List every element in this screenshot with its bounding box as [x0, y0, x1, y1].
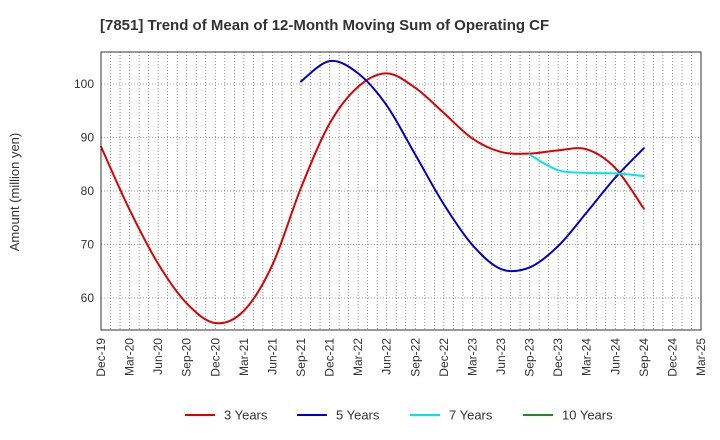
y-tick-label: 70 — [81, 237, 95, 251]
x-tick-label: Sep-20 — [180, 338, 194, 377]
series-layer — [100, 59, 645, 325]
y-axis-ticks: 60 70 80 90 100 — [74, 77, 94, 305]
legend-label: 7 Years — [449, 408, 493, 423]
legend-label: 10 Years — [562, 408, 613, 423]
x-tick-label: Dec-23 — [551, 338, 565, 377]
y-tick-label: 60 — [81, 291, 95, 305]
x-tick-label: Sep-24 — [637, 338, 651, 377]
grid-lines — [101, 52, 701, 330]
x-tick-label: Sep-22 — [408, 338, 422, 377]
x-tick-label: Dec-22 — [437, 338, 451, 377]
x-tick-label: Mar-20 — [123, 338, 137, 376]
x-tick-label: Mar-21 — [237, 338, 251, 376]
x-tick-label: Mar-25 — [694, 338, 708, 376]
x-tick-label: Jun-21 — [265, 338, 279, 375]
legend-item-5-years[interactable]: 5 Years — [297, 408, 380, 423]
y-tick-label: 100 — [74, 77, 94, 91]
x-tick-label: Dec-21 — [323, 338, 337, 377]
x-tick-label: Jun-24 — [608, 338, 622, 375]
chart-title: [7851] Trend of Mean of 12-Month Moving … — [100, 17, 549, 34]
y-tick-label: 80 — [81, 184, 95, 198]
series-line-5-years — [300, 59, 645, 273]
x-tick-label: Dec-24 — [665, 338, 679, 377]
legend-item-3-years[interactable]: 3 Years — [185, 408, 268, 423]
x-tick-label: Mar-22 — [351, 338, 365, 376]
legend-label: 3 Years — [224, 408, 268, 423]
legend-item-7-years[interactable]: 7 Years — [410, 408, 493, 423]
series-line-3-years — [100, 72, 645, 325]
x-tick-label: Sep-21 — [294, 338, 308, 377]
x-tick-label: Jun-22 — [380, 338, 394, 375]
x-axis-ticks: Dec-19 Mar-20 Jun-20 Sep-20 Dec-20 Mar-21 Jun-… — [94, 338, 708, 377]
y-axis-label: Amount (million yen) — [7, 133, 22, 252]
series-line-7-years — [528, 153, 645, 178]
x-tick-label: Mar-23 — [465, 338, 479, 376]
x-tick-label: Jun-23 — [494, 338, 508, 375]
legend-item-10-years[interactable]: 10 Years — [523, 408, 613, 423]
x-tick-label: Sep-23 — [523, 338, 537, 377]
legend[interactable]: 3 Years 5 Years 7 Years 10 Years — [185, 408, 613, 423]
x-tick-label: Dec-20 — [208, 338, 222, 377]
y-tick-label: 90 — [81, 131, 95, 145]
x-tick-label: Jun-20 — [151, 338, 165, 375]
x-tick-label: Mar-24 — [580, 338, 594, 376]
x-tick-label: Dec-19 — [94, 338, 108, 377]
plot-frame — [100, 51, 702, 331]
legend-label: 5 Years — [336, 408, 380, 423]
